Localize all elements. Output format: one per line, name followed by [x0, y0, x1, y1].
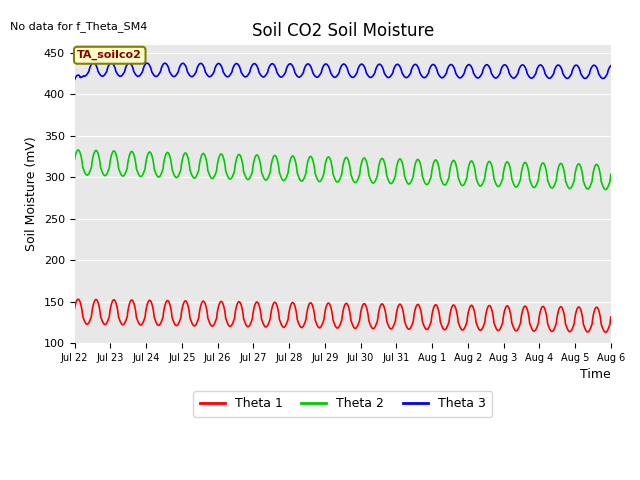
Text: TA_soilco2: TA_soilco2	[77, 50, 142, 60]
Y-axis label: Soil Moisture (mV): Soil Moisture (mV)	[25, 136, 38, 251]
Title: Soil CO2 Soil Moisture: Soil CO2 Soil Moisture	[252, 22, 434, 40]
Legend: Theta 1, Theta 2, Theta 3: Theta 1, Theta 2, Theta 3	[193, 391, 492, 417]
X-axis label: Time: Time	[580, 368, 611, 382]
Text: No data for f_Theta_SM4: No data for f_Theta_SM4	[10, 21, 148, 32]
